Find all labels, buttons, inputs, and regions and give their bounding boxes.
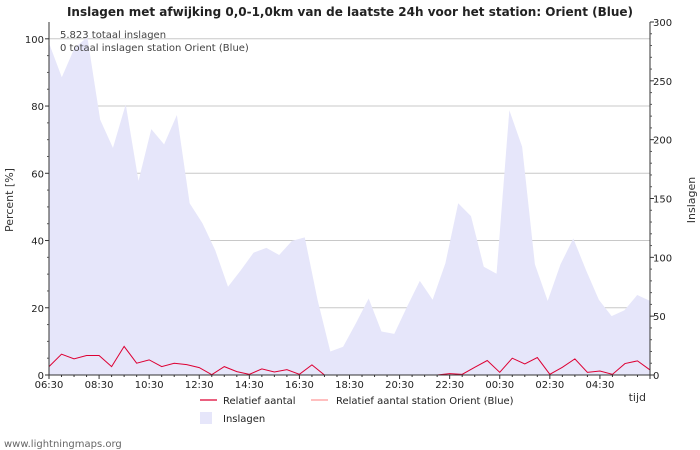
x-tick-label-0430: 04:30 [586,380,615,391]
legend-label-inslagen: Inslagen [223,414,265,425]
x-tick-label-0030: 00:30 [485,380,514,391]
x-tick-label-1030: 10:30 [135,380,164,391]
right-tick-label-200: 200 [653,136,672,147]
right-tick-label-0: 0 [653,371,659,382]
legend-swatch-inslagen [200,412,212,424]
x-ticks: 06:30 08:30 10:30 12:30 14:30 16:30 18:30 20:30… [35,375,651,391]
inslagen-area-layer [49,37,650,376]
left-y-ticks: 0 20 40 60 80 100 [25,35,49,382]
x-tick-label-1430: 14:30 [235,380,264,391]
x-tick-label-2030: 20:30 [385,380,414,391]
inslagen-area [49,37,650,376]
x-tick-label-0830: 08:30 [85,380,114,391]
right-tick-label-300: 300 [653,18,672,29]
legend: Relatief aantal Relatief aantal station … [200,396,514,425]
left-axis-label: Percent [%] [3,168,16,232]
x-tick-label-2230: 22:30 [435,380,464,391]
left-tick-label-20: 20 [31,304,44,315]
right-tick-label-250: 250 [653,77,672,88]
left-tick-label-60: 60 [31,169,44,180]
left-tick-label-100: 100 [25,35,44,46]
chart-title: Inslagen met afwijking 0,0-1,0km van de … [67,5,633,19]
x-tick-label-1630: 16:30 [285,380,314,391]
x-axis-label: tijd [629,391,646,404]
left-tick-label-0: 0 [38,371,44,382]
right-tick-label-100: 100 [653,253,672,264]
annotation-station-strikes: 0 totaal inslagen station Orient (Blue) [60,43,249,54]
x-tick-label-0630: 06:30 [35,380,64,391]
x-tick-label-1230: 12:30 [185,380,214,391]
footer-site: www.lightningmaps.org [4,439,122,450]
right-tick-label-50: 50 [653,312,666,323]
right-y-ticks: 0 50 100 150 200 250 300 [650,18,672,382]
right-tick-label-150: 150 [653,195,672,206]
left-tick-label-40: 40 [31,237,44,248]
right-axis-label: Inslagen [685,177,698,223]
x-tick-label-0230: 02:30 [535,380,564,391]
annotation-total-strikes: 5.823 totaal inslagen [60,30,166,41]
left-tick-label-80: 80 [31,102,44,113]
x-tick-label-1830: 18:30 [335,380,364,391]
legend-label-relatief-station: Relatief aantal station Orient (Blue) [336,396,514,407]
legend-label-relatief: Relatief aantal [223,396,296,407]
